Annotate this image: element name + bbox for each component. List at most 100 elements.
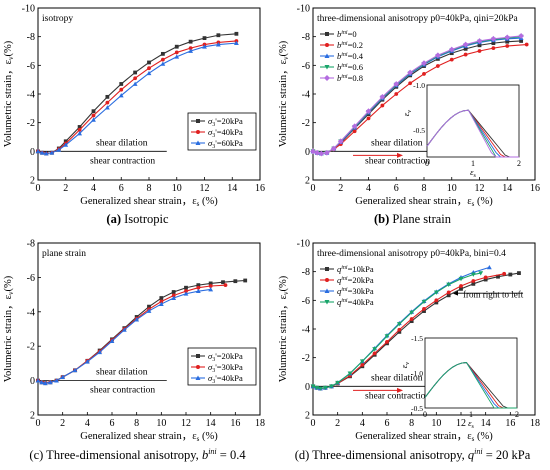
inset-y-tick-label: -1.0	[413, 81, 425, 90]
chart-title: plane strain	[42, 249, 86, 259]
legend-marker	[325, 32, 329, 36]
data-point	[160, 51, 165, 56]
data-point	[471, 281, 476, 286]
x-tick-label: 4	[91, 183, 96, 194]
data-point	[171, 290, 176, 294]
data-point	[160, 61, 166, 66]
data-point	[347, 371, 353, 376]
y-axis-label: Volumetric strain，εv(%)	[3, 40, 15, 147]
legend-marker	[195, 140, 201, 145]
plot-frame	[37, 7, 261, 181]
data-point	[133, 70, 138, 75]
chart-title: three-dimensional anisotropy p0=40kPa, b…	[317, 249, 506, 259]
x-tick-label: 10	[447, 183, 457, 194]
x-axis-label: Generalized shear strain，εs (%)	[80, 431, 218, 443]
x-tick-label: 12	[475, 183, 485, 194]
data-point	[223, 283, 228, 288]
data-point	[422, 72, 426, 76]
legend-marker	[196, 119, 200, 123]
annotation-contraction: shear contraction	[365, 156, 430, 166]
x-tick-label: 18	[530, 418, 540, 429]
legend-label: qini=10kPa	[337, 264, 374, 274]
caption-a: (a) Isotropic	[0, 212, 275, 227]
annotation-dilation: shear dilation	[371, 373, 423, 383]
x-tick-label: 0	[36, 418, 41, 429]
data-point	[323, 149, 330, 156]
chart-panel-anisotropy-b: 0 2 4 6 8 10 12 14 16 18 2 0 -2 -4 -6 -8 Generalized she…	[0, 235, 275, 470]
data-point	[396, 322, 402, 327]
data-point	[119, 87, 124, 92]
plot-frame	[37, 242, 261, 416]
data-point	[502, 271, 507, 276]
caption-sup: ini	[474, 447, 483, 456]
data-point	[132, 81, 138, 86]
x-tick-label: 2	[60, 418, 65, 429]
data-point	[174, 50, 179, 55]
inset-frame	[424, 337, 518, 409]
data-point	[459, 284, 463, 288]
caption-text: Three-dimensional anisotropy,	[43, 448, 202, 463]
data-point	[104, 105, 110, 110]
data-point	[146, 70, 152, 76]
caption-tag: (b)	[373, 212, 390, 226]
y-tick-label: 2	[305, 411, 310, 422]
data-point	[35, 378, 41, 383]
legend-marker	[324, 75, 330, 81]
data-point	[105, 94, 110, 99]
caption-text: Isotropic	[121, 212, 169, 226]
data-point	[158, 301, 164, 306]
data-point	[183, 291, 189, 296]
data-point	[63, 142, 69, 147]
x-tick-label: 6	[394, 183, 399, 194]
x-tick-label: 16	[530, 183, 540, 194]
x-tick-label: 14	[206, 418, 216, 429]
caption-rest: = 20 kPa	[482, 448, 531, 463]
data-point	[310, 384, 316, 389]
legend-marker	[324, 288, 330, 293]
data-point	[463, 52, 468, 57]
caption-text: Plane strain	[389, 212, 452, 226]
x-tick-label: 12	[456, 418, 466, 429]
data-point	[314, 385, 320, 391]
inset-y-label: εv	[399, 362, 411, 368]
data-point	[118, 93, 124, 98]
data-point	[171, 295, 177, 300]
data-point	[314, 149, 321, 156]
data-point	[105, 100, 110, 105]
data-point	[159, 296, 164, 300]
inset-x-tick-label: 0	[423, 410, 427, 419]
data-point	[77, 127, 82, 132]
data-point	[458, 276, 464, 282]
data-point	[459, 286, 463, 291]
inset-y-tick-label: -1.5	[411, 334, 423, 343]
y-tick-label: -6	[302, 296, 310, 307]
data-point	[215, 42, 221, 47]
x-tick-label: 16	[230, 418, 240, 429]
arrow-head	[397, 152, 403, 158]
data-point	[486, 264, 492, 270]
caption-var: q	[467, 448, 475, 463]
data-point	[483, 277, 488, 282]
y-tick-label: -8	[302, 32, 310, 43]
x-tick-label: 6	[110, 418, 115, 429]
data-point	[409, 317, 414, 321]
data-point	[318, 150, 325, 157]
data-point	[77, 131, 83, 136]
data-point	[174, 44, 179, 49]
y-tick-label: -2	[27, 118, 35, 129]
data-point	[233, 279, 238, 284]
data-point	[352, 129, 357, 134]
data-point	[446, 282, 452, 287]
inset-x-tick-label: 2	[517, 159, 521, 168]
legend-label: qini=20kPa	[337, 275, 374, 285]
legend-marker	[324, 300, 330, 305]
legend-label: bini=0.2	[337, 40, 363, 50]
data-point	[471, 279, 476, 283]
y-tick-label: -4	[27, 90, 35, 101]
data-point	[446, 290, 451, 295]
legend-marker	[196, 130, 200, 134]
inset-series-line	[426, 109, 519, 158]
inset-x-tick-label: 0	[425, 159, 429, 168]
data-point	[147, 60, 151, 65]
